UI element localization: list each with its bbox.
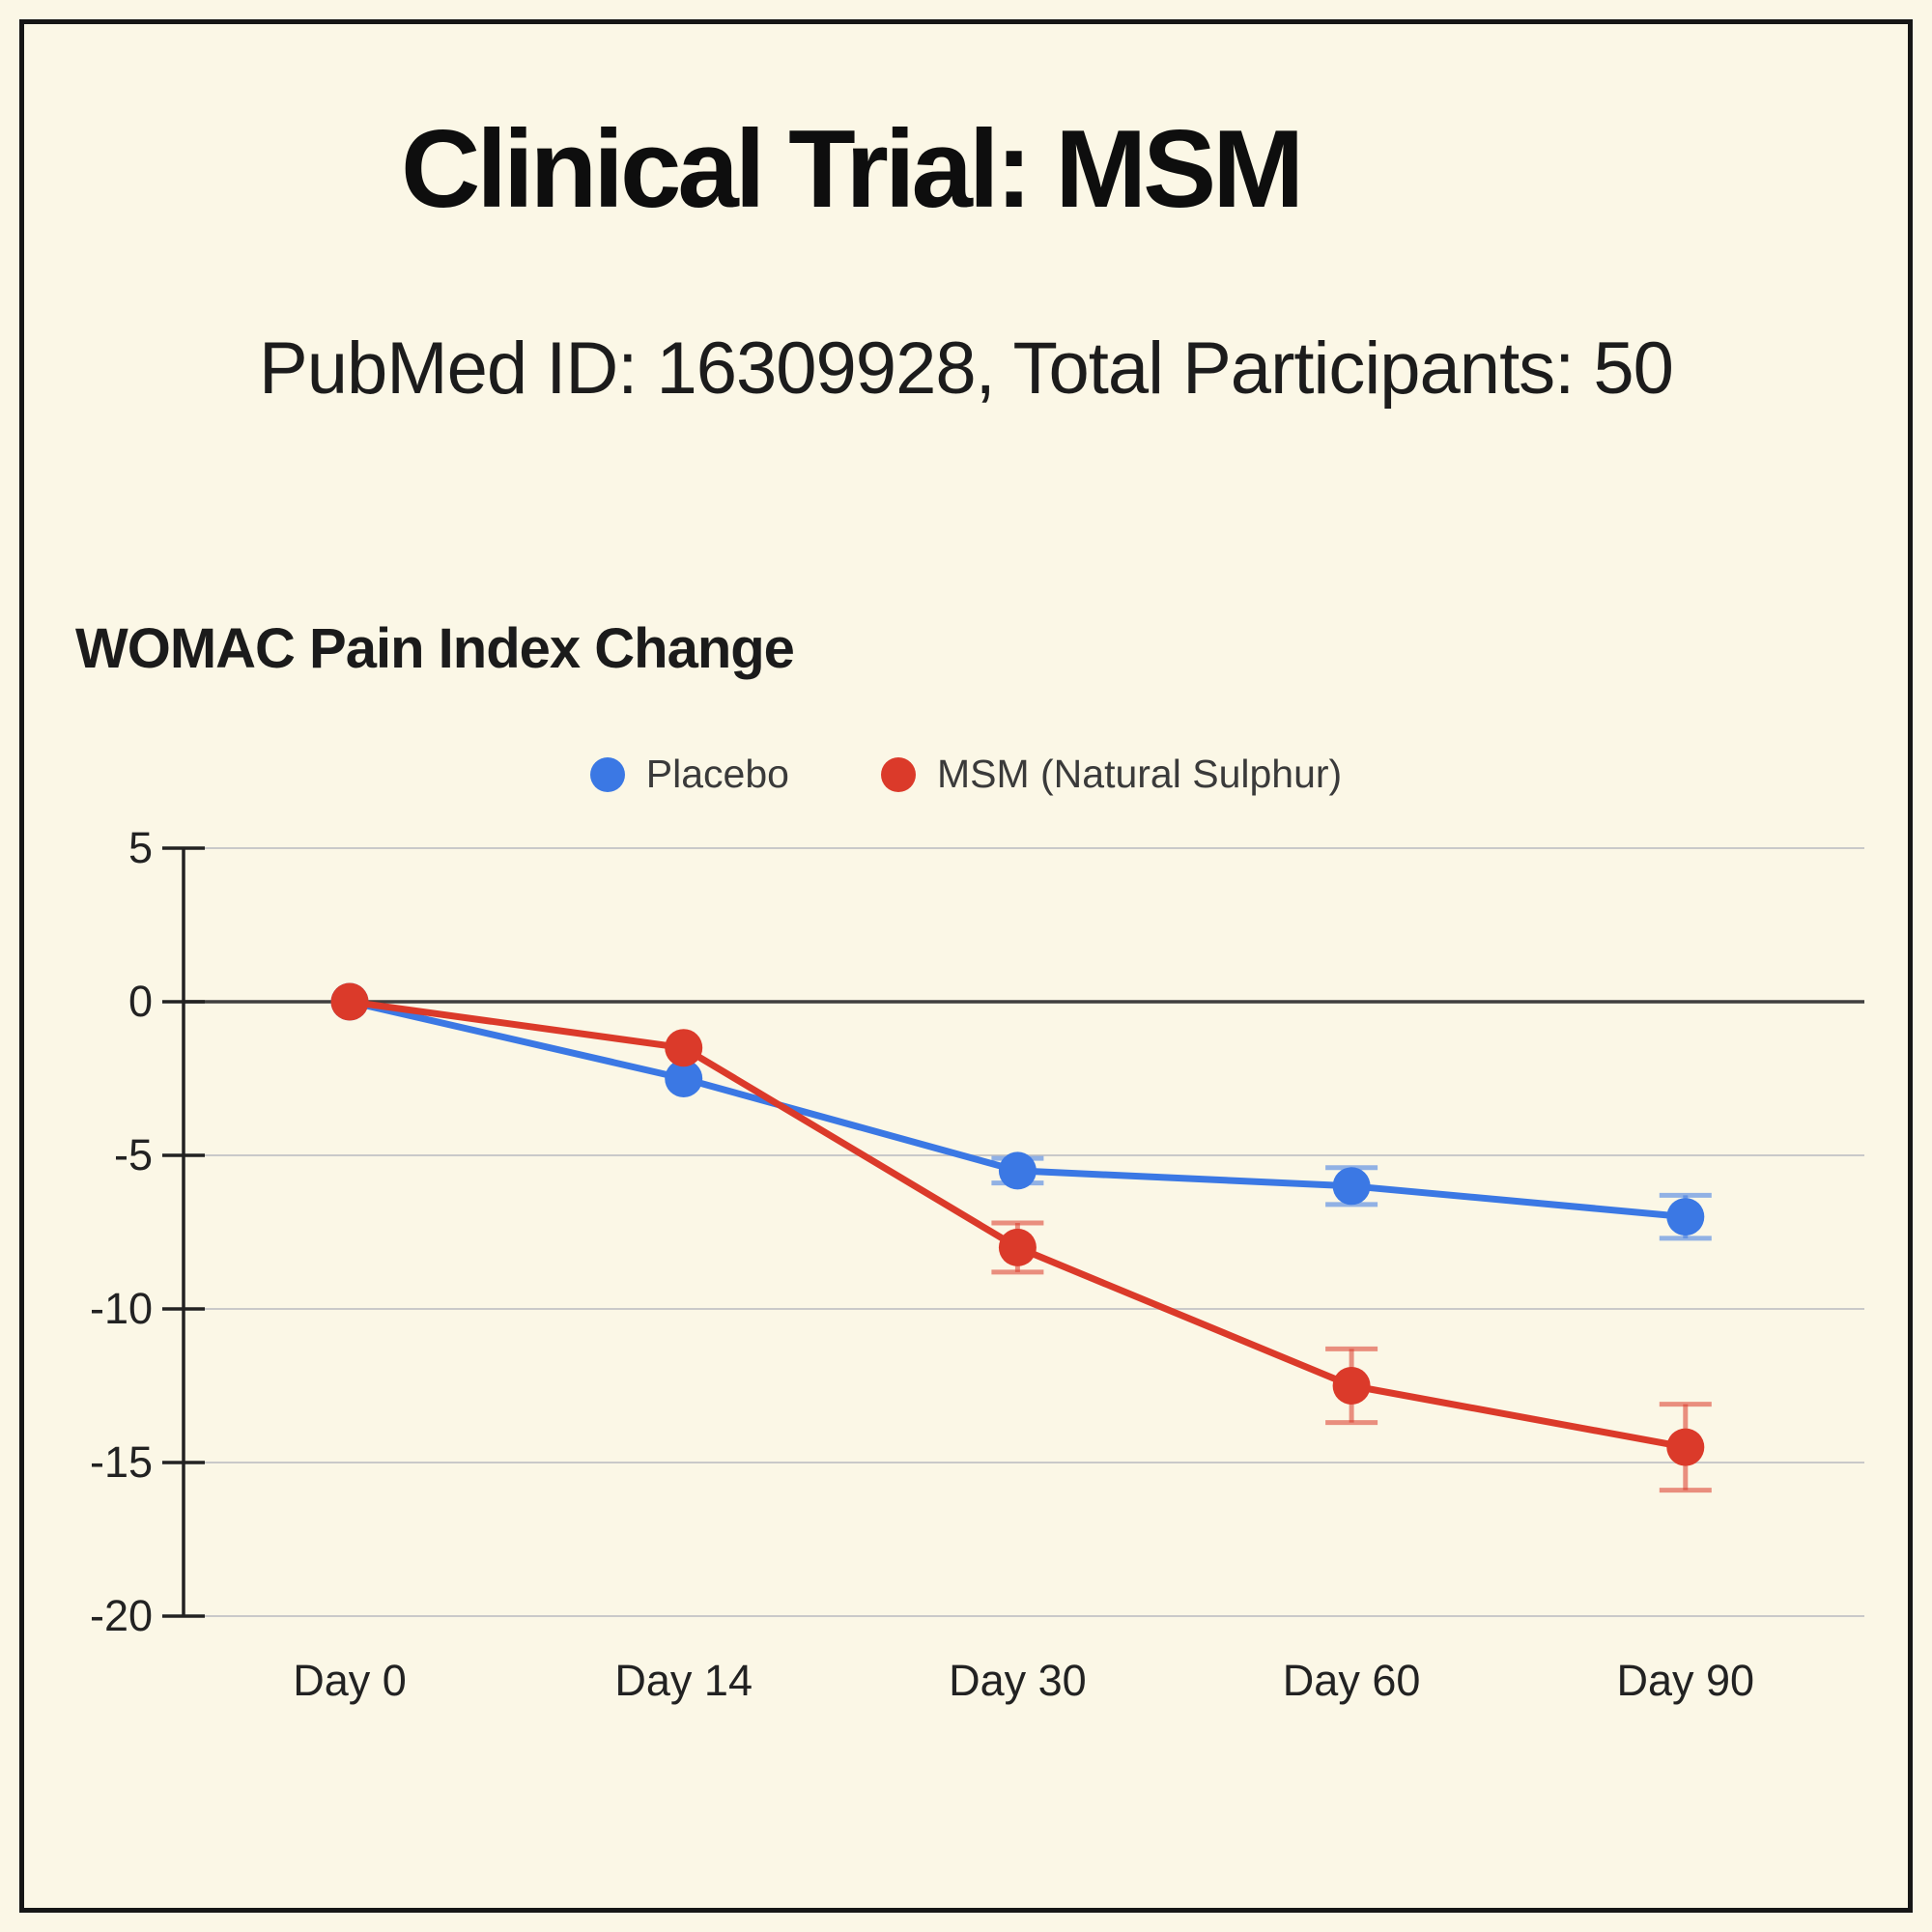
data-point [998,1151,1037,1190]
x-tick-label: Day 30 [949,1656,1087,1705]
x-tick-label: Day 90 [1617,1656,1755,1705]
data-point [665,1029,703,1067]
x-tick-label: Day 0 [293,1656,407,1705]
data-point [1332,1367,1371,1405]
y-tick-label: 5 [128,823,153,872]
legend-label: MSM (Natural Sulphur) [936,752,1343,796]
data-point [1332,1167,1371,1206]
x-tick-label: Day 14 [614,1656,753,1705]
y-tick-label: -15 [90,1437,153,1487]
data-point [665,1060,703,1097]
chart-title: WOMAC Pain Index Change [75,617,795,680]
legend-item-placebo: Placebo [589,752,789,797]
data-point [1666,1198,1705,1236]
data-point [998,1228,1037,1266]
legend-label: Placebo [645,752,789,796]
y-tick-label: 0 [128,977,153,1026]
x-tick-label: Day 60 [1283,1656,1421,1705]
chart-legend: Placebo MSM (Natural Sulphur) [0,752,1932,797]
data-point [330,982,369,1021]
page-border-frame [19,19,1913,1913]
legend-item-msm-natural-sulphur: MSM (Natural Sulphur) [880,752,1343,797]
y-tick-label: -10 [90,1284,153,1333]
y-tick-label: -5 [114,1130,153,1179]
page-title: Clinical Trial: MSM [401,108,1304,231]
page-subtitle: PubMed ID: 16309928, Total Participants:… [259,327,1674,410]
legend-dot-icon [589,756,625,792]
data-point [1666,1428,1705,1466]
legend-dot-icon [880,756,916,792]
y-tick-label: -20 [90,1591,153,1640]
